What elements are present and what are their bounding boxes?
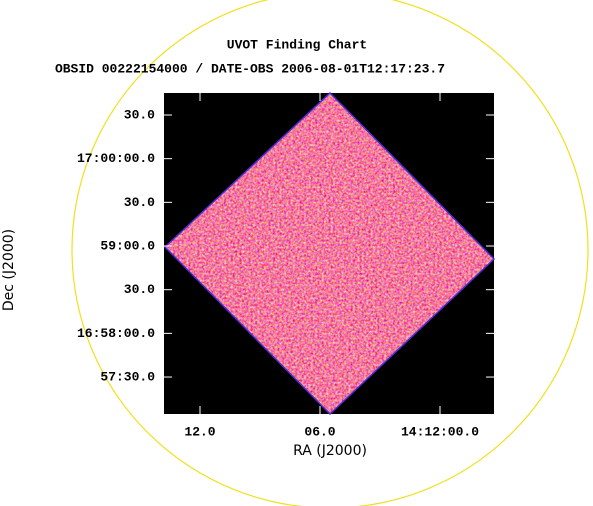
x-axis-label: RA (J2000) <box>293 443 367 459</box>
y-tick-label: 30.0 <box>124 107 155 122</box>
x-tick-label: 12.0 <box>184 424 215 439</box>
x-tick-label: 14:12:00.0 <box>401 424 479 439</box>
y-axis-label: Dec (J2000) <box>1 229 17 311</box>
y-tick-label: 16:58:00.0 <box>77 326 155 341</box>
y-tick-label: 59:00.0 <box>100 238 155 253</box>
y-tick-label: 57:30.0 <box>100 369 155 384</box>
chart-subtitle: OBSID 00222154000 / DATE-OBS 2006-08-01T… <box>55 61 445 76</box>
field-circle <box>71 0 589 506</box>
y-tick-label: 30.0 <box>124 282 155 297</box>
x-tick-label: 06.0 <box>304 424 335 439</box>
chart-title: UVOT Finding Chart <box>227 37 367 52</box>
y-tick-label: 30.0 <box>124 195 155 210</box>
image-edge <box>163 91 496 416</box>
y-tick-label: 17:00:00.0 <box>77 151 155 166</box>
